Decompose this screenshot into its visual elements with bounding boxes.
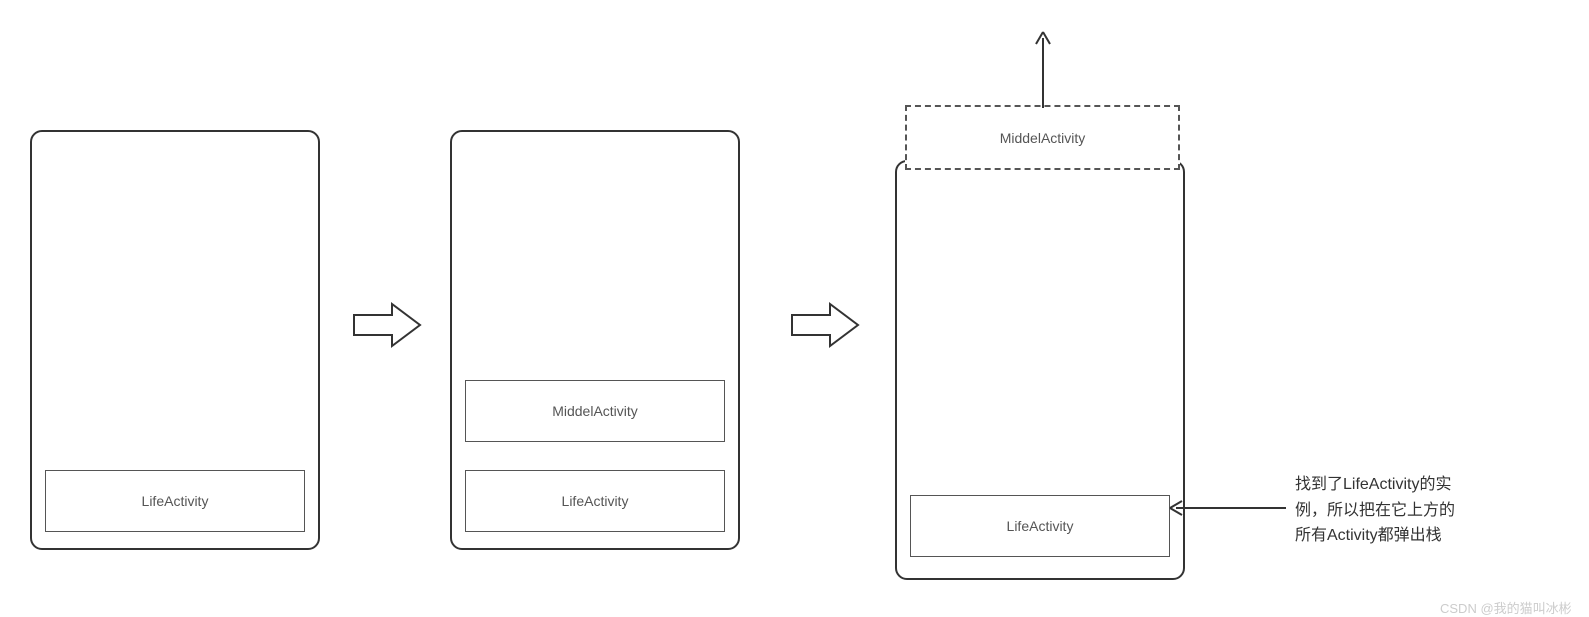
activity-box-life-2: LifeActivity (465, 470, 725, 532)
flow-arrow-2 (790, 300, 860, 350)
annotation-line-3: 所有Activity都弹出栈 (1295, 523, 1455, 549)
activity-box-life-1: LifeActivity (45, 470, 305, 532)
activity-label: MiddelActivity (552, 403, 638, 419)
annotation-text: 找到了LifeActivity的实 例，所以把在它上方的 所有Activity都… (1295, 472, 1455, 549)
flow-arrow-1 (352, 300, 422, 350)
activity-box-life-3: LifeActivity (910, 495, 1170, 557)
up-arrow-icon (1033, 30, 1053, 108)
annotation-line-2: 例，所以把在它上方的 (1295, 498, 1455, 524)
watermark-text: CSDN @我的猫叫冰彬 (1440, 598, 1572, 617)
activity-box-middel-popped: MiddelActivity (905, 105, 1180, 170)
annotation-line-1: 找到了LifeActivity的实 (1295, 472, 1455, 498)
activity-label: LifeActivity (142, 493, 209, 509)
activity-label: LifeActivity (562, 493, 629, 509)
activity-label: LifeActivity (1007, 518, 1074, 534)
pointer-arrow-icon (1168, 498, 1288, 518)
activity-label: MiddelActivity (1000, 130, 1086, 146)
activity-box-middel-2: MiddelActivity (465, 380, 725, 442)
